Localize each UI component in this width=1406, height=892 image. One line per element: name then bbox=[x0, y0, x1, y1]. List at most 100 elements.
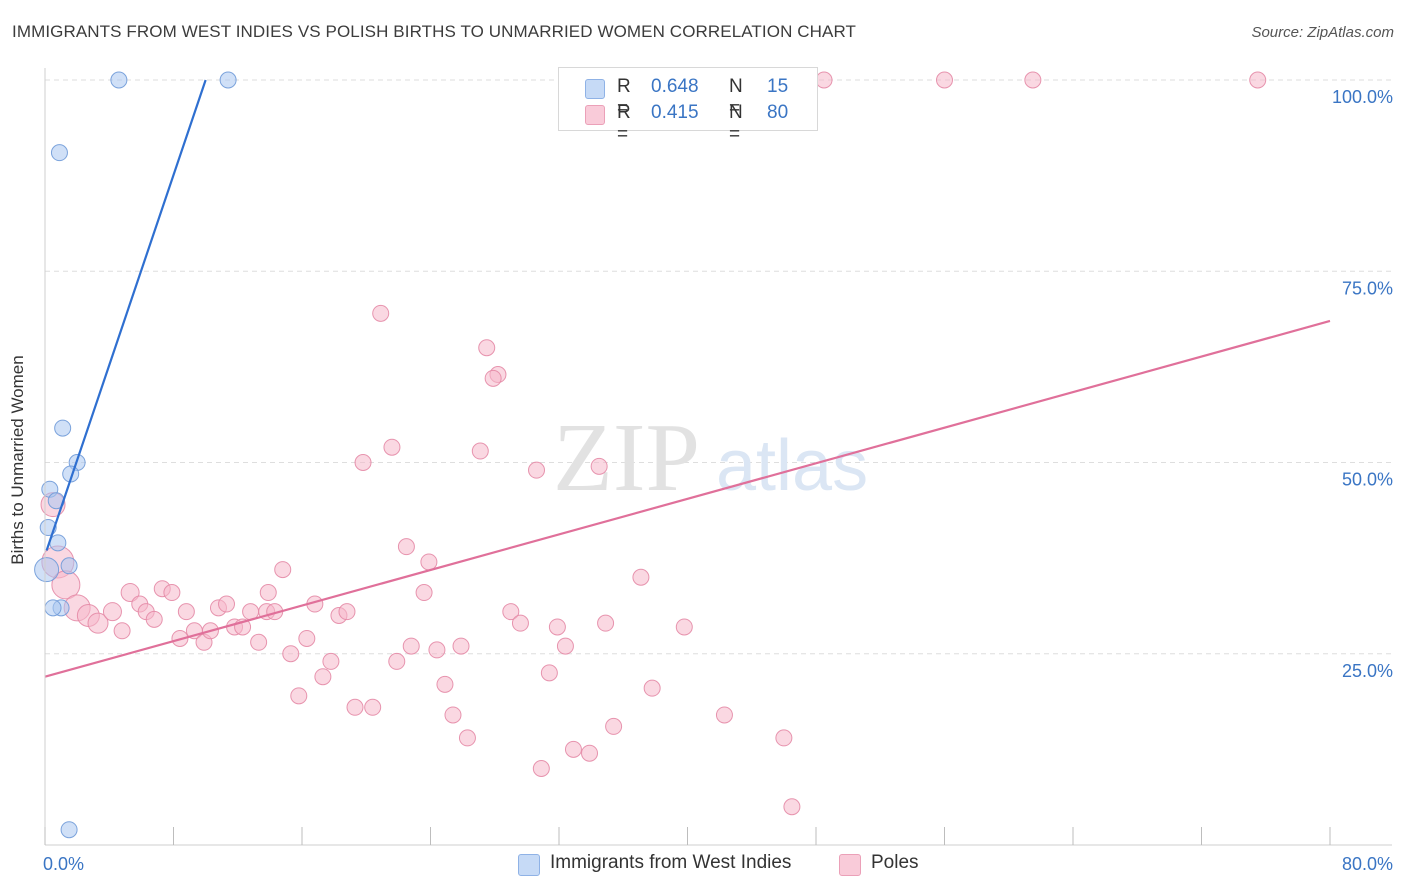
point-immigrants-from-west-indies[interactable] bbox=[44, 599, 62, 617]
point-poles[interactable] bbox=[590, 457, 608, 475]
point-poles[interactable] bbox=[322, 652, 340, 670]
point-poles[interactable] bbox=[102, 602, 122, 622]
trendline-poles bbox=[44, 319, 1331, 678]
point-poles[interactable] bbox=[605, 717, 623, 735]
watermark-atlas: atlas bbox=[716, 426, 868, 506]
legend-swatch-west-indies bbox=[585, 79, 605, 99]
point-poles[interactable] bbox=[290, 687, 308, 705]
point-poles[interactable] bbox=[120, 583, 140, 603]
point-poles[interactable] bbox=[354, 454, 372, 471]
point-poles[interactable] bbox=[783, 798, 801, 816]
bottom-legend-label: Immigrants from West Indies bbox=[550, 852, 792, 873]
point-immigrants-from-west-indies[interactable] bbox=[54, 419, 72, 437]
point-poles[interactable] bbox=[502, 603, 520, 621]
point-poles[interactable] bbox=[936, 71, 953, 89]
legend-r-label: R = bbox=[617, 102, 631, 145]
watermark: ZIP atlas bbox=[553, 404, 868, 512]
legend-n-value: 80 bbox=[767, 102, 789, 123]
point-poles[interactable] bbox=[218, 595, 236, 613]
grid-layer bbox=[45, 79, 1392, 655]
trend-layer bbox=[44, 79, 1331, 678]
x-tick-label-max: 80.0% bbox=[1342, 854, 1393, 874]
y-tick-label: 25.0% bbox=[1342, 661, 1393, 681]
point-immigrants-from-west-indies[interactable] bbox=[50, 144, 68, 162]
point-poles[interactable] bbox=[428, 641, 446, 659]
source-credit: Source: ZipAtlas.com bbox=[1251, 24, 1394, 41]
point-poles[interactable] bbox=[444, 706, 462, 724]
point-poles[interactable] bbox=[402, 637, 420, 655]
point-immigrants-from-west-indies[interactable] bbox=[60, 557, 78, 575]
point-poles[interactable] bbox=[564, 740, 582, 758]
watermark-zip: ZIP bbox=[553, 404, 700, 512]
y-tick-label: 100.0% bbox=[1332, 87, 1393, 107]
point-poles[interactable] bbox=[372, 304, 390, 322]
point-poles[interactable] bbox=[675, 618, 693, 636]
point-poles[interactable] bbox=[163, 584, 181, 602]
point-poles[interactable] bbox=[511, 614, 529, 632]
legend-r-value: 0.415 bbox=[651, 102, 699, 123]
point-poles[interactable] bbox=[478, 339, 496, 357]
point-poles[interactable] bbox=[458, 729, 476, 747]
point-poles[interactable] bbox=[415, 584, 433, 602]
bottom-legend-label: Poles bbox=[871, 852, 919, 873]
correlation-legend: R = 0.648 N = 15 R = 0.415 N = 80 bbox=[558, 67, 818, 145]
point-poles[interactable] bbox=[420, 553, 438, 571]
point-poles[interactable] bbox=[471, 442, 489, 460]
point-poles[interactable] bbox=[177, 603, 195, 621]
point-poles[interactable] bbox=[532, 760, 550, 777]
legend-n-label: N = bbox=[729, 76, 743, 119]
y-tick-label: 75.0% bbox=[1342, 278, 1393, 298]
point-poles[interactable] bbox=[274, 561, 292, 579]
point-poles[interactable] bbox=[643, 679, 661, 697]
legend-swatch-poles bbox=[585, 105, 605, 125]
chart-title: IMMIGRANTS FROM WEST INDIES VS POLISH BI… bbox=[12, 22, 857, 41]
point-poles[interactable] bbox=[548, 618, 566, 636]
y-tick-label: 50.0% bbox=[1342, 470, 1393, 490]
legend-r-value: 0.648 bbox=[651, 76, 699, 97]
point-poles[interactable] bbox=[388, 652, 406, 670]
point-immigrants-from-west-indies[interactable] bbox=[49, 534, 67, 552]
legend-r-label: R = bbox=[617, 76, 631, 119]
point-poles[interactable] bbox=[397, 538, 415, 556]
point-immigrants-from-west-indies[interactable] bbox=[110, 71, 128, 89]
trendline-immigrants-from-west-indies bbox=[45, 79, 207, 551]
x-tick-label-min: 0.0% bbox=[43, 854, 84, 874]
point-poles[interactable] bbox=[556, 637, 574, 655]
bottom-legend-swatch-west-indies bbox=[518, 854, 540, 876]
point-poles[interactable] bbox=[383, 438, 401, 456]
point-poles[interactable] bbox=[145, 610, 163, 628]
point-poles[interactable] bbox=[815, 71, 833, 89]
point-poles[interactable] bbox=[452, 637, 470, 655]
point-poles[interactable] bbox=[632, 568, 650, 586]
axis-layer: 25.0% 50.0% 75.0% 100.0% 0.0% 80.0% bbox=[43, 68, 1393, 874]
legend-n-label: N = bbox=[729, 102, 743, 145]
point-immigrants-from-west-indies[interactable] bbox=[34, 557, 60, 583]
point-poles[interactable] bbox=[484, 369, 502, 387]
point-poles[interactable] bbox=[113, 622, 131, 640]
point-poles[interactable] bbox=[298, 629, 316, 647]
point-poles[interactable] bbox=[338, 603, 356, 621]
point-poles[interactable] bbox=[87, 612, 109, 634]
point-poles[interactable] bbox=[250, 633, 268, 651]
point-poles[interactable] bbox=[581, 744, 599, 762]
point-immigrants-from-west-indies[interactable] bbox=[219, 71, 237, 89]
y-axis-label: Births to Unmarried Women bbox=[8, 355, 27, 565]
point-poles[interactable] bbox=[314, 668, 332, 686]
point-poles[interactable] bbox=[259, 584, 277, 602]
point-poles[interactable] bbox=[597, 614, 615, 632]
point-poles[interactable] bbox=[540, 664, 558, 682]
point-poles[interactable] bbox=[364, 698, 382, 716]
point-poles[interactable] bbox=[1249, 71, 1267, 89]
legend-n-value: 15 bbox=[767, 76, 789, 97]
point-immigrants-from-west-indies[interactable] bbox=[60, 821, 78, 839]
point-poles[interactable] bbox=[775, 729, 793, 747]
bottom-legend-swatch-poles bbox=[839, 854, 861, 876]
point-poles[interactable] bbox=[436, 675, 454, 693]
point-poles[interactable] bbox=[1024, 71, 1042, 89]
point-poles[interactable] bbox=[715, 706, 733, 724]
point-poles[interactable] bbox=[346, 698, 364, 716]
point-poles[interactable] bbox=[282, 645, 300, 663]
points-layer bbox=[34, 71, 1267, 839]
point-poles[interactable] bbox=[528, 461, 546, 479]
